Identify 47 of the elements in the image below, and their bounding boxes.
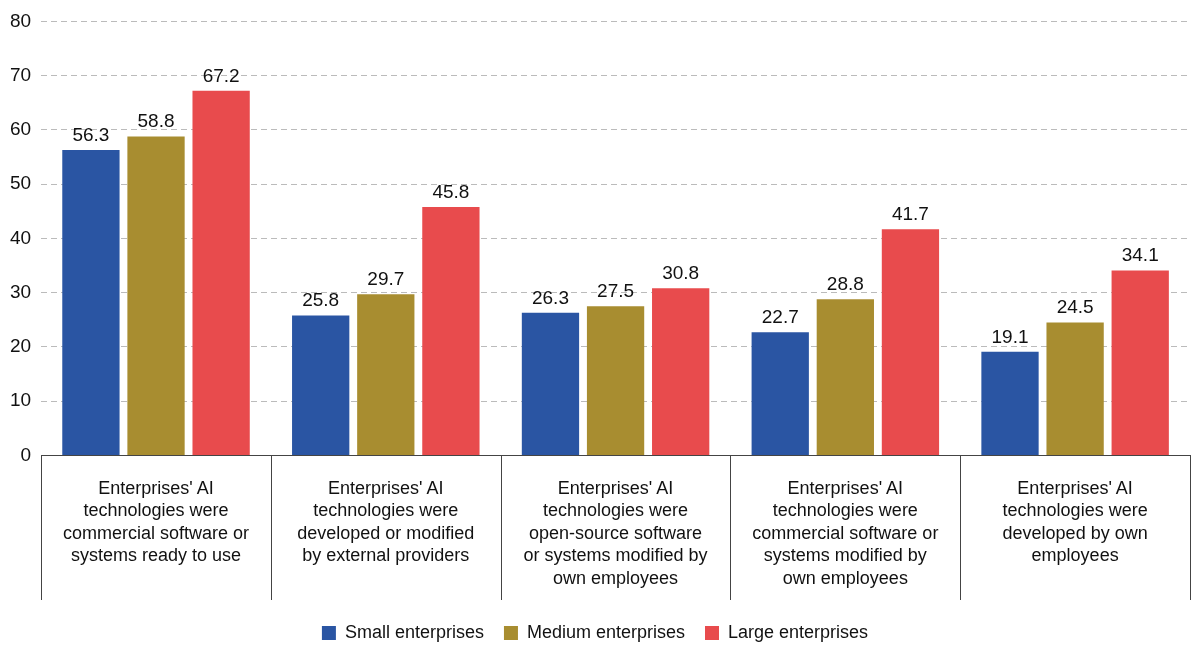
x-tick-label: Enterprises' AI technologies were developed by own employees [1002, 477, 1148, 566]
data-label: 67.2 [202, 64, 240, 86]
bar [357, 294, 415, 455]
bar [422, 206, 480, 455]
legend-label: Large enterprises [728, 621, 869, 642]
data-label: 26.3 [531, 286, 569, 308]
bar [586, 306, 645, 455]
data-label: 45.8 [432, 180, 470, 202]
legend-label: Small enterprises [344, 621, 484, 642]
x-tick-label: Enterprises' AI technologies were open-source software or systems modified by own employees [523, 477, 708, 588]
data-label: 28.8 [826, 272, 864, 294]
bar [816, 299, 874, 455]
y-tick-label: 10 [9, 389, 32, 411]
x-tick-label: Enterprises' AI technologies were commercial software or systems ready to use [63, 477, 250, 566]
y-tick-label: 20 [9, 335, 32, 357]
bar [62, 150, 120, 455]
data-label: 30.8 [662, 262, 700, 284]
bar [1046, 322, 1104, 455]
x-tick-label: Enterprises' AI technologies were commercial software or systems modified by own employees [752, 477, 939, 588]
data-label: 41.7 [891, 202, 929, 224]
data-label: 24.5 [1056, 296, 1094, 318]
data-label: 19.1 [991, 325, 1029, 347]
y-tick-label: 30 [9, 280, 32, 302]
bar [127, 136, 185, 455]
y-tick-label: 0 [20, 443, 32, 465]
y-tick-label: 60 [9, 118, 32, 140]
bar [652, 288, 710, 455]
y-tick-label: 80 [9, 9, 32, 31]
bar [881, 229, 940, 455]
bar [981, 351, 1039, 455]
data-label: 22.7 [761, 306, 799, 328]
bar [521, 312, 580, 455]
y-tick-label: 70 [9, 63, 32, 85]
y-tick-label: 40 [9, 226, 32, 248]
data-label: 25.8 [302, 289, 340, 311]
data-label: 58.8 [137, 110, 175, 132]
legend-label: Medium enterprises [526, 621, 686, 642]
bar [192, 90, 250, 455]
data-label: 56.3 [72, 123, 110, 145]
data-label: 29.7 [367, 268, 405, 290]
x-tick-label: Enterprises' AI technologies were developed or modified by external providers [297, 477, 475, 566]
bar [292, 315, 350, 455]
data-label: 27.5 [597, 280, 635, 302]
bar [751, 332, 809, 455]
bar [1111, 270, 1169, 455]
data-label: 34.1 [1121, 244, 1159, 266]
y-tick-label: 50 [9, 172, 32, 194]
